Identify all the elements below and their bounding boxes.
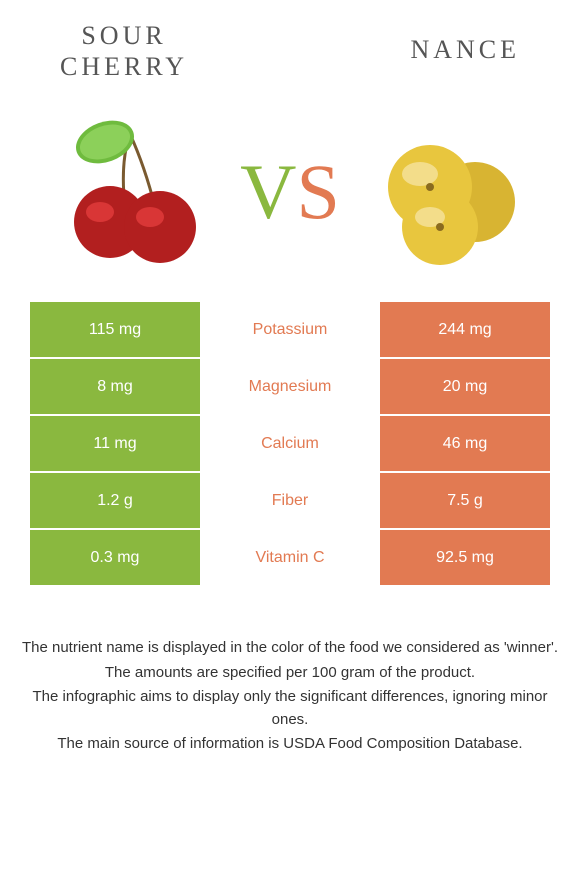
nutrient-name: Potassium: [200, 302, 380, 357]
left-value: 115 mg: [30, 302, 200, 357]
table-row: 1.2 gFiber7.5 g: [30, 473, 550, 528]
vs-s: S: [296, 148, 339, 235]
right-value: 20 mg: [380, 359, 550, 414]
table-row: 0.3 mgVitamin C92.5 mg: [30, 530, 550, 585]
footer-line: The infographic aims to display only the…: [20, 686, 560, 731]
table-row: 8 mgMagnesium20 mg: [30, 359, 550, 414]
nutrient-table: 115 mgPotassium244 mg8 mgMagnesium20 mg1…: [0, 302, 580, 585]
header: SOUR CHERRY NANCE: [0, 0, 580, 82]
left-value: 8 mg: [30, 359, 200, 414]
left-food-line2: CHERRY: [60, 52, 188, 81]
image-row: VS: [0, 82, 580, 302]
nutrient-name: Calcium: [200, 416, 380, 471]
right-value: 7.5 g: [380, 473, 550, 528]
right-value: 46 mg: [380, 416, 550, 471]
vs-label: VS: [240, 147, 340, 237]
left-value: 0.3 mg: [30, 530, 200, 585]
sour-cherry-icon: [50, 112, 210, 272]
right-value: 92.5 mg: [380, 530, 550, 585]
nutrient-name: Vitamin C: [200, 530, 380, 585]
left-value: 11 mg: [30, 416, 200, 471]
vs-v: V: [240, 148, 296, 235]
table-row: 115 mgPotassium244 mg: [30, 302, 550, 357]
right-food-title: NANCE: [410, 20, 520, 65]
left-food-title: SOUR CHERRY: [60, 20, 188, 82]
nance-icon: [370, 112, 530, 272]
left-food-line1: SOUR: [81, 21, 166, 50]
right-food-name: NANCE: [410, 35, 520, 64]
footer-line: The amounts are specified per 100 gram o…: [20, 662, 560, 685]
right-value: 244 mg: [380, 302, 550, 357]
nutrient-name: Magnesium: [200, 359, 380, 414]
left-value: 1.2 g: [30, 473, 200, 528]
table-row: 11 mgCalcium46 mg: [30, 416, 550, 471]
footer-line: The main source of information is USDA F…: [20, 733, 560, 756]
footer-notes: The nutrient name is displayed in the co…: [0, 587, 580, 756]
nutrient-name: Fiber: [200, 473, 380, 528]
footer-line: The nutrient name is displayed in the co…: [20, 637, 560, 660]
